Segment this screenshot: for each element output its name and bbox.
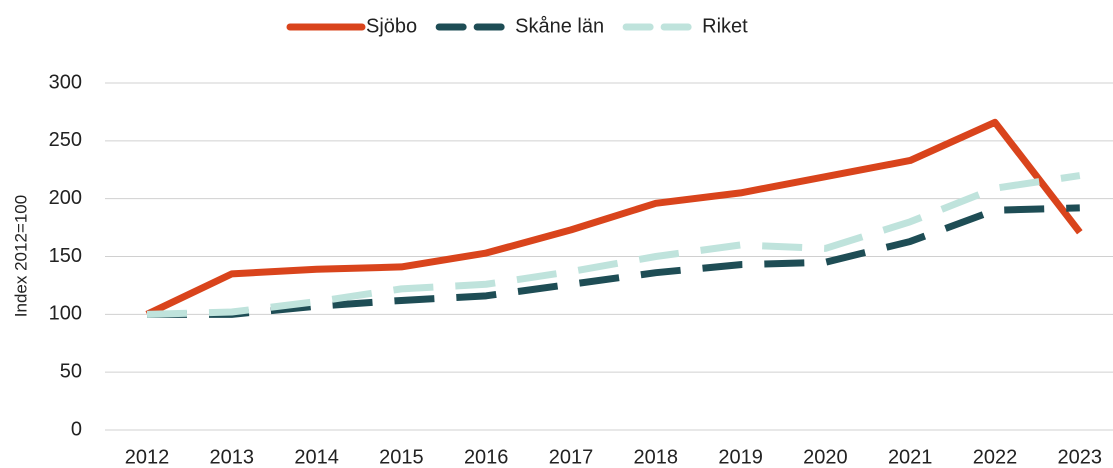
line-series	[147, 204, 1080, 318]
x-tick-label: 2018	[634, 446, 679, 468]
x-tick-label: 2023	[1058, 446, 1103, 468]
legend-label: Riket	[702, 15, 748, 37]
y-tick-label: 200	[49, 187, 82, 209]
y-tick-label: 0	[71, 418, 82, 440]
y-axis-label: Index 2012=100	[11, 195, 30, 317]
y-tick-label: 300	[49, 71, 82, 93]
x-tick-label: 2022	[973, 446, 1018, 468]
line-series	[145, 118, 1083, 318]
x-tick-label: 2021	[888, 446, 933, 468]
x-tick-label: 2014	[294, 446, 339, 468]
y-tick-label: 250	[49, 129, 82, 151]
x-tick-label: 2012	[125, 446, 170, 468]
y-tick-label: 100	[49, 303, 82, 325]
y-tick-label: 50	[60, 360, 82, 382]
x-tick-label: 2017	[549, 446, 594, 468]
x-tick-label: 2016	[464, 446, 509, 468]
x-tick-label: 2013	[210, 446, 255, 468]
x-tick-label: 2020	[803, 446, 848, 468]
line-series	[146, 172, 1081, 318]
x-tick-label: 2015	[379, 446, 424, 468]
legend-label: Sjöbo	[366, 15, 417, 37]
y-tick-label: 150	[49, 245, 82, 267]
legend-label: Skåne län	[515, 15, 604, 37]
x-tick-label: 2019	[718, 446, 763, 468]
